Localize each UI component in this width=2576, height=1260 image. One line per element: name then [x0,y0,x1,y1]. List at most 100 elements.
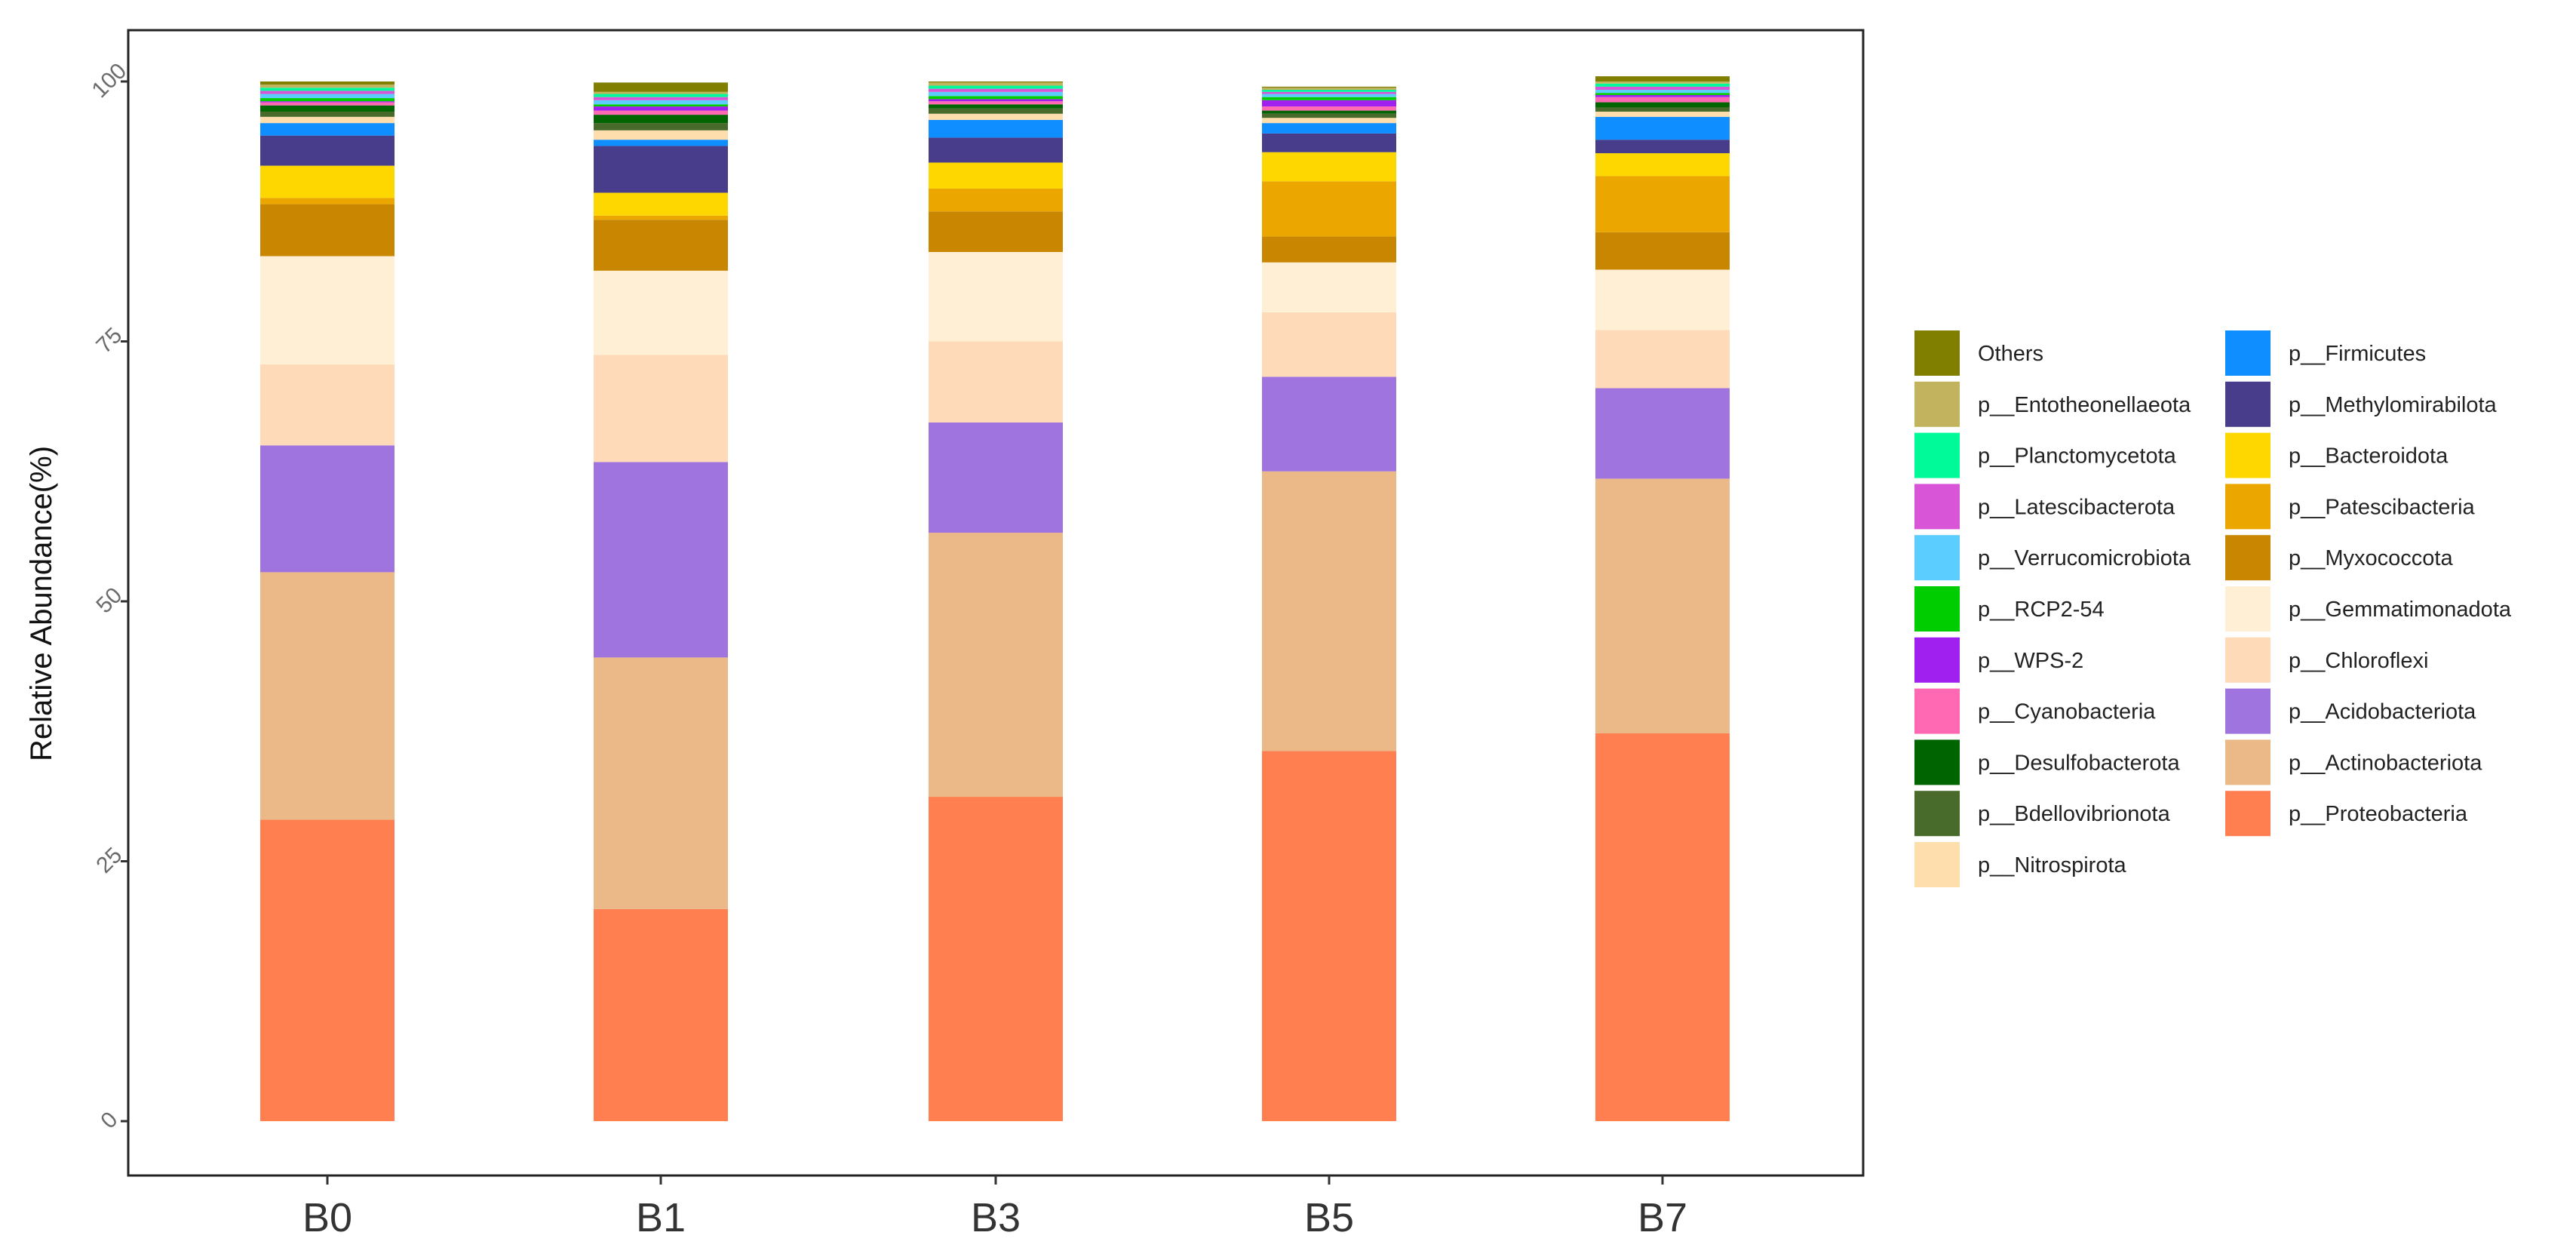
legend-label: p__Proteobacteria [2289,802,2468,826]
segment-b3-p-firmicutes [929,119,1063,138]
segment-b7-p-bacteroidota [1595,153,1730,177]
segment-b3-p-chloroflexi [929,341,1063,423]
y-tick-label: 50 [91,582,127,618]
segment-b3-p-methylomirabilota [929,137,1063,163]
segment-b1-p-chloroflexi [594,355,728,463]
legend-label: p__Firmicutes [2289,342,2426,366]
segment-b3-p-desulfobacterota [929,104,1063,109]
segment-b7-p-entotheonellaeota [1595,81,1730,84]
legend-swatch [2225,535,2271,581]
legend-swatch [2225,484,2271,530]
segment-b0-p-patescibacteria [260,198,395,204]
segment-b3-others [929,81,1063,83]
segment-b0-p-methylomirabilota [260,135,395,166]
segment-b5-p-rcp2-54 [1262,97,1396,100]
segment-b3-p-latescibacterota [929,88,1063,92]
legend-label: p__Verrucomicrobiota [1978,546,2191,570]
legend-item-p-firmicutes: p__Firmicutes [2225,330,2426,376]
segment-b0-p-nitrospirota [260,116,395,124]
segment-b0-p-actinobacteriota [260,572,395,820]
legend-item-p-acidobacteriota: p__Acidobacteriota [2225,688,2476,734]
segment-b5-p-firmicutes [1262,123,1396,134]
legend-label: p__Methylomirabilota [2289,393,2498,417]
segment-b5-p-bacteroidota [1262,152,1396,182]
segment-b3-p-gemmatimonadota [929,251,1063,342]
segment-b0-p-firmicutes [260,123,395,136]
segment-b1-p-bacteroidota [594,192,728,216]
segment-b1-p-gemmatimonadota [594,270,728,355]
segment-b0-p-myxococcota [260,204,395,257]
segment-b5-p-bdellovibrionota [1262,113,1396,118]
segment-b1-p-rcp2-54 [594,104,728,107]
segment-b5-p-wps-2 [1262,100,1396,107]
x-label-b0: B0 [302,1195,352,1240]
segment-b5-p-latescibacterota [1262,91,1396,94]
legend-item-p-cyanobacteria: p__Cyanobacteria [1914,688,2156,734]
legend-label: p__Gemmatimonadota [2289,598,2512,622]
legend-label: p__Latescibacterota [1978,495,2175,519]
segment-b0-p-verrucomicrobiota [260,94,395,99]
legend-swatch [1914,739,1960,785]
y-tick-label: 100 [88,59,132,103]
segment-b5-p-nitrospirota [1262,118,1396,124]
segment-b7-p-planctomycetota [1595,83,1730,87]
segment-b5-p-proteobacteria [1262,751,1396,1121]
segment-b1-p-latescibacterota [594,97,728,100]
segment-b3-p-bdellovibrionota [929,108,1063,114]
segment-b0-p-bdellovibrionota [260,111,395,117]
legend-item-p-methylomirabilota: p__Methylomirabilota [2225,381,2498,427]
legend-swatch [2225,739,2271,785]
y-tick-label: 25 [91,843,127,878]
segment-b3-p-myxococcota [929,211,1063,252]
segment-b3-p-bacteroidota [929,162,1063,189]
legend-item-p-latescibacterota: p__Latescibacterota [1914,484,2175,530]
legend-item-p-proteobacteria: p__Proteobacteria [2225,791,2468,837]
segment-b7-p-patescibacteria [1595,176,1730,232]
segment-b5-p-cyanobacteria [1262,106,1396,111]
legend-item-p-planctomycetota: p__Planctomycetota [1914,432,2177,478]
legend-item-others: Others [1914,330,2043,376]
segment-b3-p-planctomycetota [929,85,1063,89]
segment-b0-p-desulfobacterota [260,105,395,112]
segment-b7-p-desulfobacterota [1595,102,1730,108]
segment-b3-p-cyanobacteria [929,101,1063,105]
legend-label: p__Patescibacteria [2289,495,2476,519]
segment-b1-p-verrucomicrobiota [594,100,728,105]
segment-b7-p-rcp2-54 [1595,93,1730,95]
segment-b3-p-nitrospirota [929,113,1063,120]
legend-swatch [1914,791,1960,837]
bar-b0 [260,81,395,1121]
segment-b1-p-nitrospirota [594,130,728,140]
segment-b1-p-cyanobacteria [594,110,728,115]
y-axis-label: Relative Abundance(%) [25,446,58,761]
legend-swatch [1914,432,1960,478]
bar-b1 [594,82,728,1121]
segment-b7-p-nitrospirota [1595,111,1730,117]
segment-b5-p-chloroflexi [1262,312,1396,377]
segment-b1-p-desulfobacterota [594,115,728,124]
legend-label: p__Planctomycetota [1978,444,2177,469]
segment-b0-p-chloroflexi [260,364,395,446]
segment-b3-p-verrucomicrobiota [929,91,1063,97]
segment-b1-p-myxococcota [594,220,728,271]
segment-b1-p-patescibacteria [594,215,728,220]
segment-b1-p-proteobacteria [594,908,728,1121]
segment-b5-p-verrucomicrobiota [1262,94,1396,97]
segment-b7-p-methylomirabilota [1595,140,1730,154]
segment-b5-p-acidobacteriota [1262,376,1396,472]
legend-label: p__Myxococcota [2289,546,2453,570]
y-tick-label: 0 [96,1107,122,1133]
segment-b5-p-methylomirabilota [1262,133,1396,152]
segment-b7-p-chloroflexi [1595,330,1730,389]
legend-label: p__Nitrospirota [1978,853,2127,877]
segment-b7-p-bdellovibrionota [1595,107,1730,112]
legend-swatch [2225,381,2271,427]
segment-b1-p-actinobacteriota [594,657,728,909]
segment-b1-p-acidobacteriota [594,462,728,658]
segment-b0-p-proteobacteria [260,819,395,1121]
segment-b7-p-wps-2 [1595,94,1730,97]
segment-b5-p-myxococcota [1262,236,1396,263]
legend-swatch [2225,330,2271,376]
legend-item-p-chloroflexi: p__Chloroflexi [2225,637,2428,683]
